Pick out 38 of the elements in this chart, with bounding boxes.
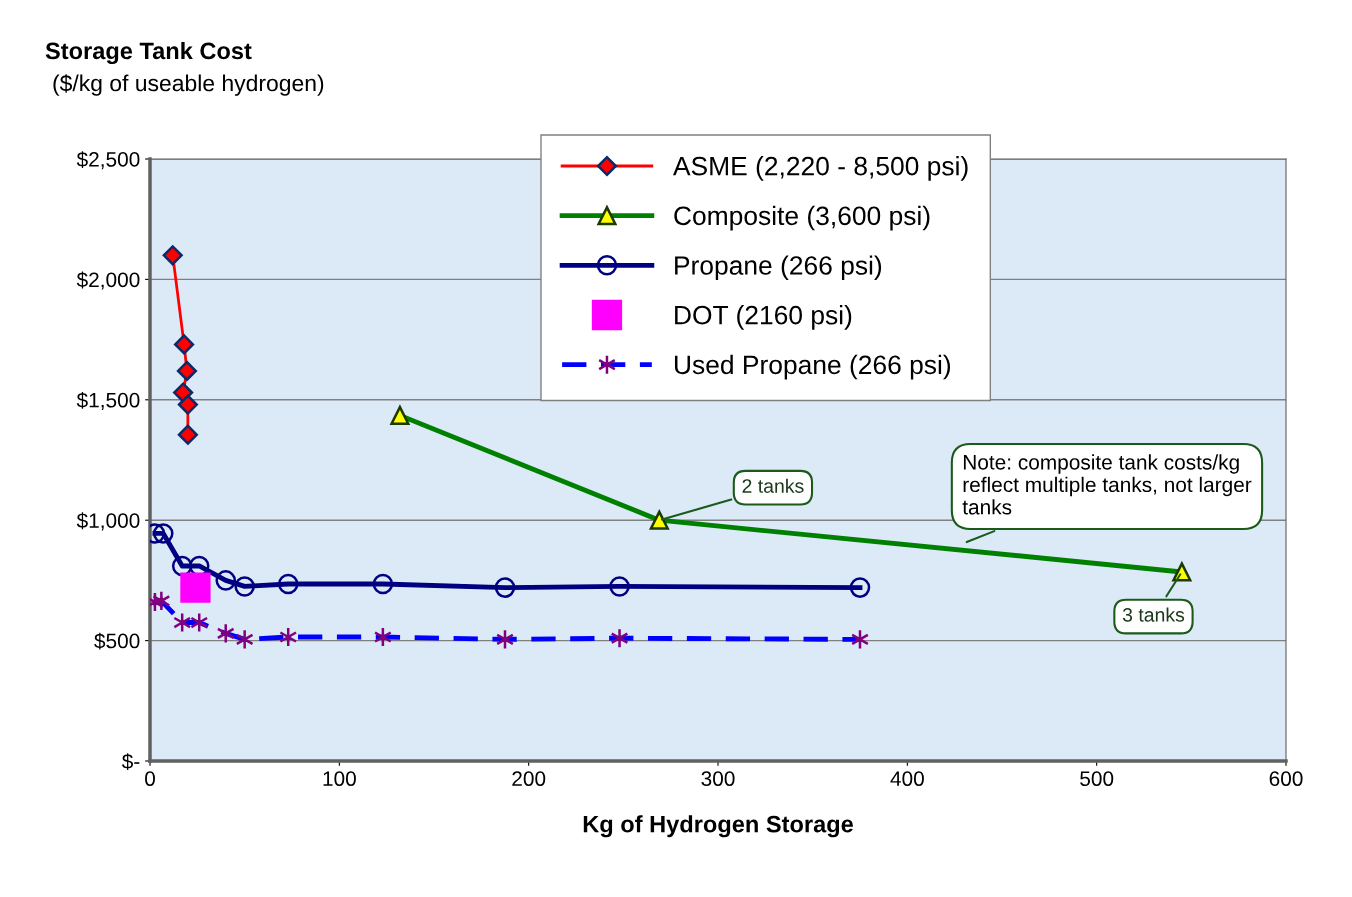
point [162,245,183,266]
point [152,523,174,544]
point [494,577,516,598]
point [372,573,394,595]
y-tick-label: $1,500 [76,391,140,411]
legend-label: Propane (266 psi) [675,255,882,281]
point [849,577,871,598]
y-tick-label: $1,000 [76,512,140,531]
point [215,570,237,591]
y-tick-label: $- [121,753,140,770]
annotation: 2 tanks [742,478,804,493]
legend-label: DOT (2160 psi) [675,305,852,330]
point [180,572,211,603]
y-tick-label: $500 [94,632,140,650]
legend-label: Used Propane (266 psi) [674,354,951,380]
point [177,394,198,415]
annotation: Note: composite tank costs/kg reflect multiple tanks, not larger tanks [962,454,1252,515]
x-tick-label: 200 [512,771,546,787]
x-axis-title: Kg of Hydrogen Storage [583,815,853,838]
chart-title: Storage Tank Cost [45,41,252,65]
x-tick-label: 0 [145,771,155,787]
legend-label: Composite (3,600 psi) [674,205,930,231]
x-tick-label: 600 [1269,771,1303,787]
annotation: 3 tanks [1122,607,1185,622]
chart-subtitle: ($/kg of useable hydrogen) [53,74,324,96]
x-tick-label: 100 [323,771,356,787]
point [173,334,195,355]
x-tick-label: 400 [890,771,924,787]
x-tick-label: 300 [701,771,735,787]
point [177,424,198,445]
point [277,573,299,595]
point [176,360,198,381]
y-tick-label: $2,000 [76,271,140,290]
x-tick-label: 500 [1080,771,1114,787]
point [609,576,630,597]
y-tick-label: $2,500 [76,151,140,170]
point [234,576,255,597]
legend-label: ASME (2,220 - 8,500 psi) [673,156,968,181]
